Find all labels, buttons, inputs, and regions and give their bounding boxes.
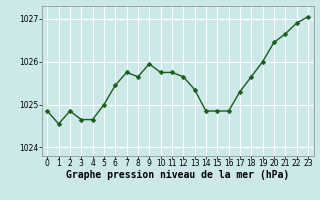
X-axis label: Graphe pression niveau de la mer (hPa): Graphe pression niveau de la mer (hPa)	[66, 170, 289, 180]
